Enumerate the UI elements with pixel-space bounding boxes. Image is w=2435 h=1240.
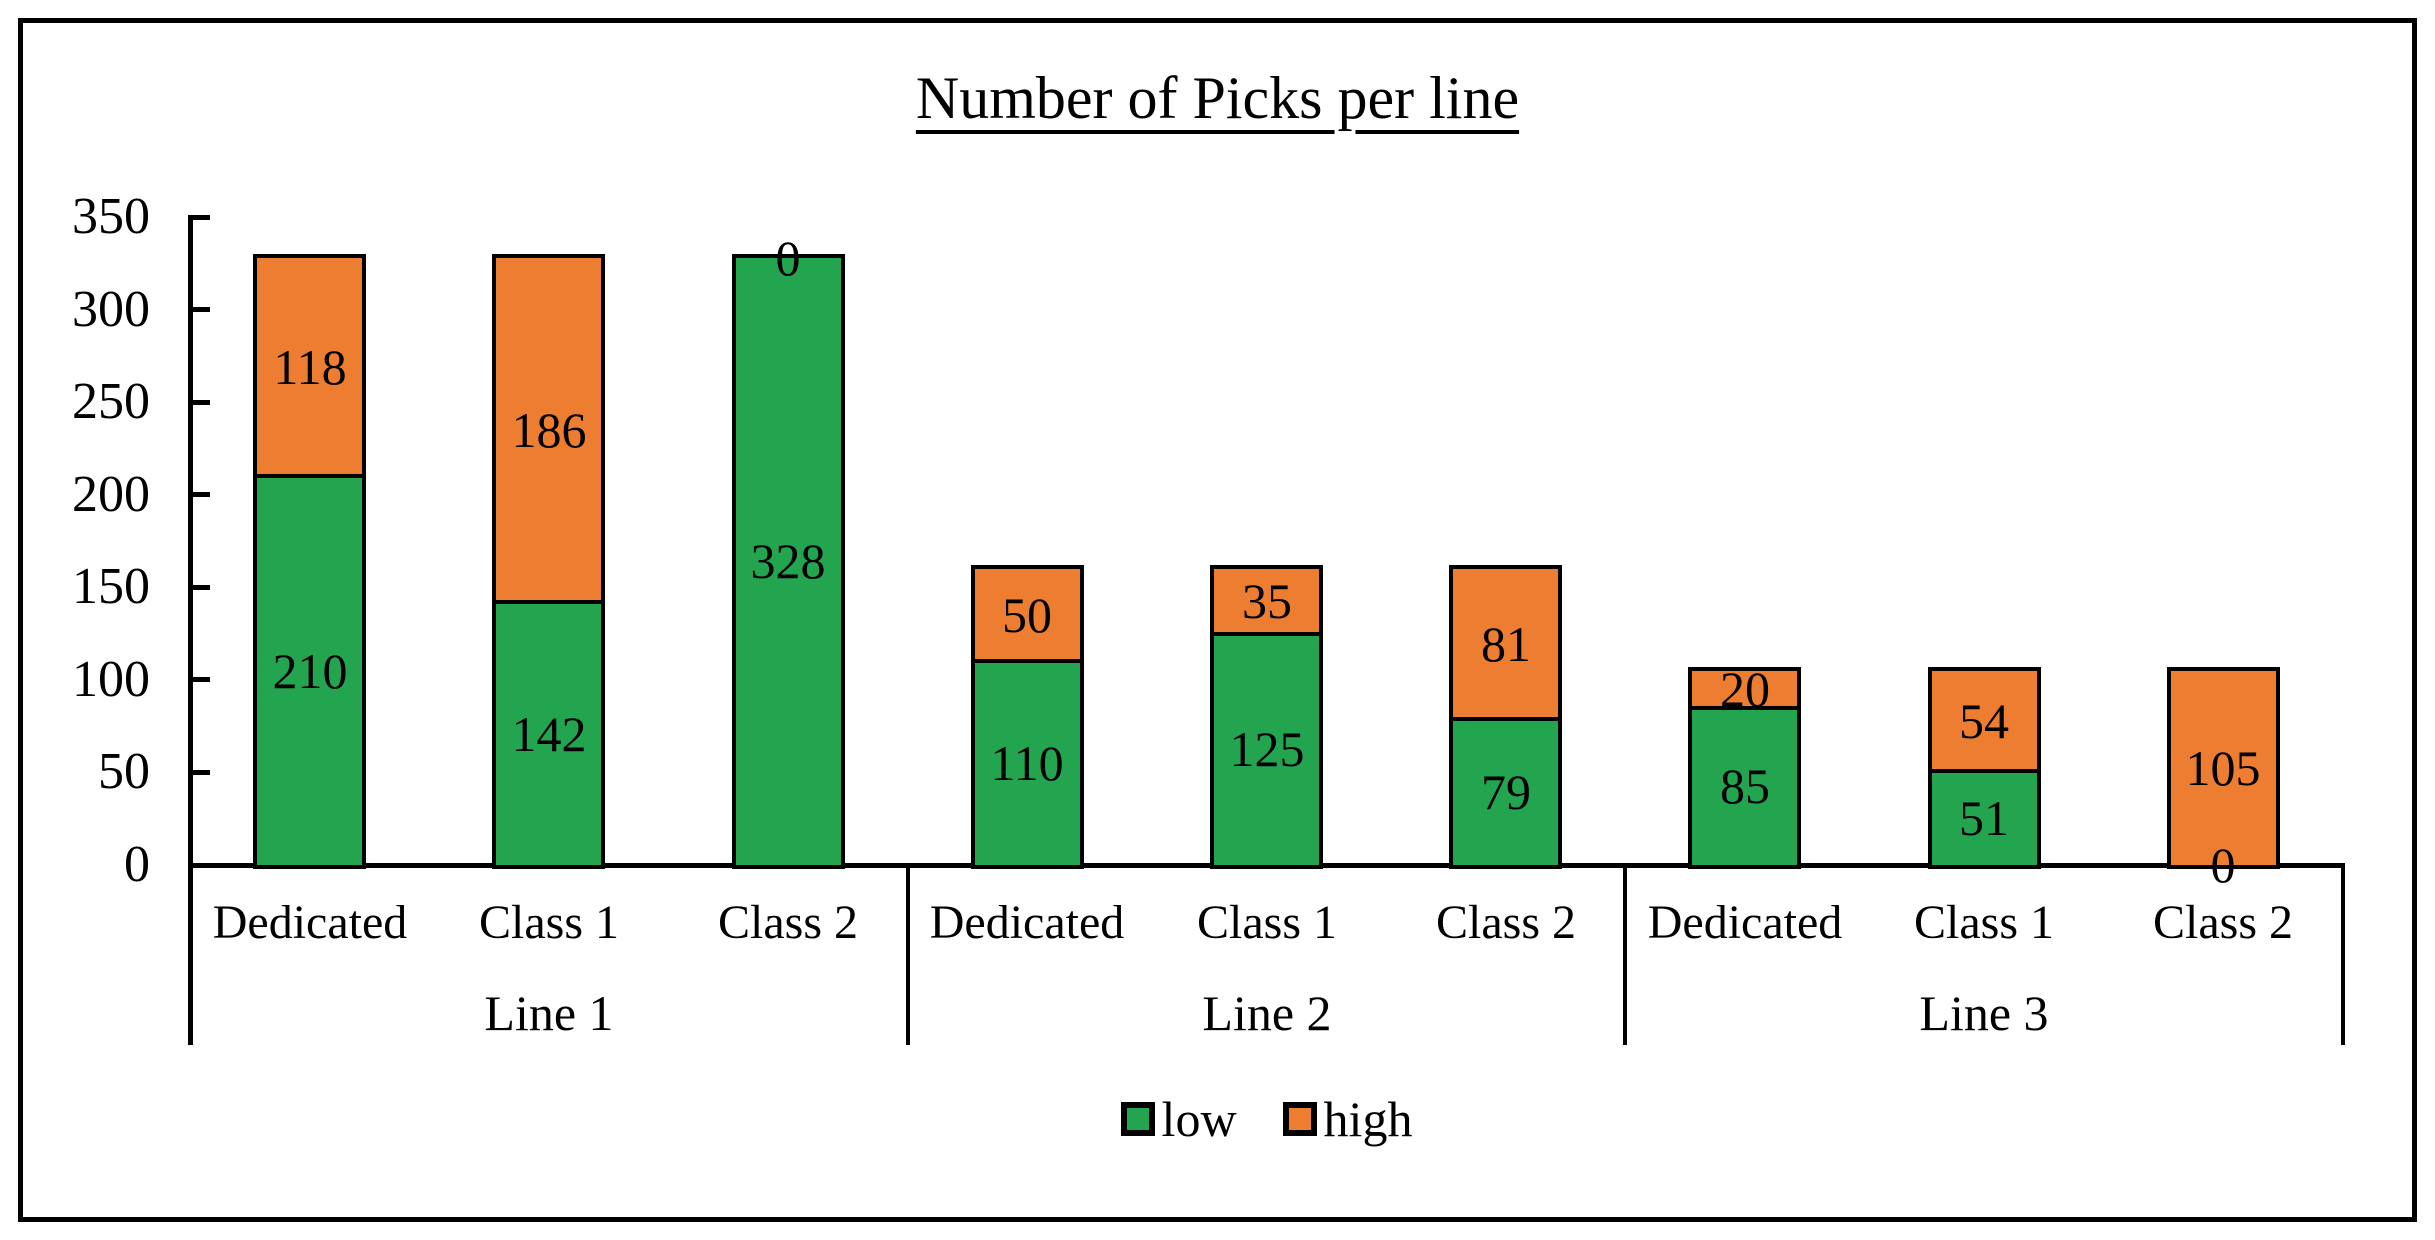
category-label: Dedicated xyxy=(929,896,1125,949)
bar-value-label-low: 51 xyxy=(1959,790,2009,846)
category-label: Class 2 xyxy=(2152,896,2293,949)
category-label: Class 1 xyxy=(478,896,619,949)
bar-segment-high xyxy=(1453,569,1558,719)
legend-swatch-high-icon xyxy=(1282,1102,1317,1136)
bar-value-label-low: 110 xyxy=(990,735,1064,791)
category-label: Class 2 xyxy=(717,896,858,949)
bar-outline xyxy=(1449,565,1562,869)
group-separator xyxy=(2341,865,2345,1045)
bar-value-label-high: 20 xyxy=(1720,661,1770,717)
bar-segment-low xyxy=(1692,708,1797,865)
y-axis-tick xyxy=(190,400,210,405)
bar-segment-low xyxy=(1932,771,2037,865)
bar-value-label-low: 328 xyxy=(750,533,826,589)
bar-segment-boundary xyxy=(496,600,601,604)
bar-segment-high xyxy=(2171,671,2276,865)
bar-outline xyxy=(2167,667,2280,869)
bar-segment-high xyxy=(496,258,601,602)
category-label: Dedicated xyxy=(212,896,408,949)
y-tick-label: 250 xyxy=(72,373,150,430)
bar-segment-boundary xyxy=(1453,717,1558,721)
bar-outline xyxy=(1210,565,1323,869)
legend-label-high: high xyxy=(1323,1091,1413,1147)
bar-outline xyxy=(492,254,605,869)
bar-value-label-low: 125 xyxy=(1229,721,1305,777)
y-axis-tick xyxy=(190,770,210,775)
bar-segment-low xyxy=(1214,634,1319,865)
bar-value-label-high: 118 xyxy=(273,339,347,395)
bar-value-label-high: 0 xyxy=(775,230,801,286)
bar-outline xyxy=(1688,667,1801,869)
legend-swatch-low-icon xyxy=(1120,1102,1155,1136)
bar-segment-high xyxy=(1214,569,1319,634)
legend-item-high: high xyxy=(1282,1089,1413,1149)
legend: low high xyxy=(190,1088,2343,1150)
category-label: Class 2 xyxy=(1435,896,1576,949)
y-axis-tick xyxy=(190,307,210,312)
group-label: Line 2 xyxy=(1202,985,1332,1041)
bar-value-label-high: 35 xyxy=(1242,573,1292,629)
figure-border xyxy=(18,18,2417,1222)
bar-value-label-high: 81 xyxy=(1481,616,1531,672)
bar-segment-boundary xyxy=(257,474,362,478)
group-label: Line 1 xyxy=(484,985,614,1041)
bar-value-label-low: 142 xyxy=(511,706,587,762)
y-tick-label: 50 xyxy=(98,743,150,800)
bar-value-label-high: 105 xyxy=(2185,740,2261,796)
bar-segment-boundary xyxy=(975,659,1080,663)
bar-segment-low xyxy=(975,661,1080,865)
y-axis-tick xyxy=(190,492,210,497)
bar-segment-high xyxy=(1932,671,2037,771)
bar-value-label-low: 85 xyxy=(1720,758,1770,814)
bar-segment-high xyxy=(1692,671,1797,708)
y-axis-tick xyxy=(190,677,210,682)
y-tick-label: 300 xyxy=(72,281,150,338)
bar-value-label-low: 0 xyxy=(2210,837,2236,893)
bar-segment-high xyxy=(257,258,362,476)
bar-segment-boundary xyxy=(1214,632,1319,636)
y-tick-label: 100 xyxy=(72,651,150,708)
legend-label-low: low xyxy=(1161,1091,1237,1147)
bar-value-label-low: 79 xyxy=(1481,764,1531,820)
bar-value-label-high: 54 xyxy=(1959,693,2009,749)
bar-segment-low xyxy=(1453,719,1558,865)
group-separator xyxy=(906,865,910,1045)
bar-outline xyxy=(971,565,1084,869)
category-label: Dedicated xyxy=(1647,896,1843,949)
y-tick-label: 200 xyxy=(72,466,150,523)
group-label: Line 3 xyxy=(1919,985,2049,1041)
bar-value-label-low: 210 xyxy=(272,643,348,699)
bar-segment-low xyxy=(736,258,841,865)
bar-value-label-high: 186 xyxy=(511,402,587,458)
bar-segment-low xyxy=(496,602,601,865)
bar-outline xyxy=(732,254,845,869)
bar-outline xyxy=(1928,667,2041,869)
legend-item-low: low xyxy=(1120,1089,1237,1149)
y-axis-line xyxy=(188,215,193,1045)
bar-value-label-high: 50 xyxy=(1002,587,1052,643)
category-label: Class 1 xyxy=(1913,896,2054,949)
bar-segment-high xyxy=(975,569,1080,662)
category-label: Class 1 xyxy=(1196,896,1337,949)
y-tick-label: 350 xyxy=(72,188,150,245)
group-separator xyxy=(1623,865,1627,1045)
y-tick-label: 150 xyxy=(72,558,150,615)
chart-title: Number of Picks per line xyxy=(915,65,1520,131)
bar-segment-boundary xyxy=(1932,769,2037,773)
bar-segment-boundary xyxy=(1692,706,1797,710)
y-tick-label: 0 xyxy=(124,836,150,893)
y-axis-tick xyxy=(190,585,210,590)
bar-outline xyxy=(253,254,366,869)
y-axis-tick xyxy=(190,215,210,220)
bar-segment-low xyxy=(257,476,362,865)
